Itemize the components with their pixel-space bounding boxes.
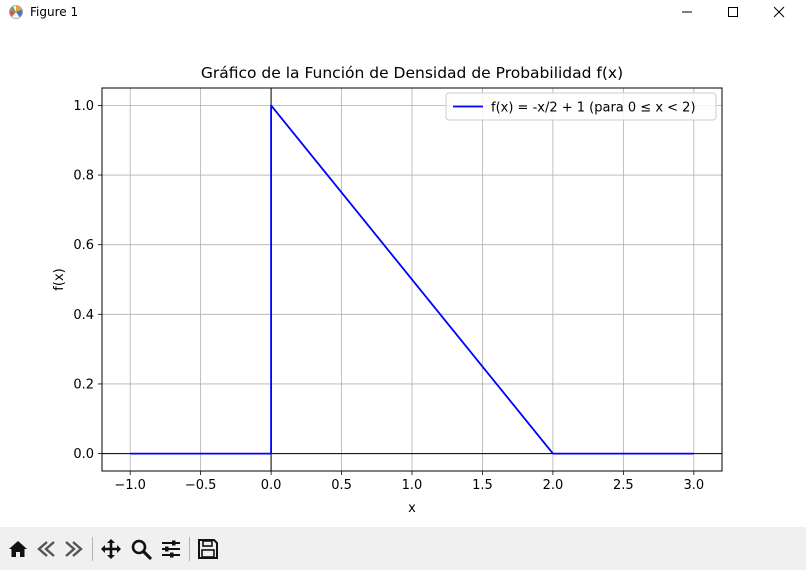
matplotlib-logo-icon bbox=[8, 4, 24, 20]
save-icon bbox=[198, 539, 218, 559]
window-titlebar: Figure 1 bbox=[0, 0, 806, 24]
legend-box bbox=[445, 92, 717, 121]
series-line-0 bbox=[130, 104, 694, 455]
legend-label: f(x) = -x/2 + 1 (para 0 ≤ x < 2) bbox=[491, 101, 696, 116]
minimize-button[interactable] bbox=[664, 0, 710, 24]
toolbar-separator bbox=[92, 537, 93, 561]
chart-title: Gráfico de la Función de Densidad de Pro… bbox=[201, 64, 623, 82]
y-tick-label: 0.6 bbox=[73, 238, 94, 253]
x-tick-label: 3.0 bbox=[683, 478, 704, 493]
close-button[interactable] bbox=[756, 0, 802, 24]
save-button[interactable] bbox=[196, 537, 220, 561]
configure-subplots-button[interactable] bbox=[159, 537, 183, 561]
y-tick-label: 0.0 bbox=[73, 447, 94, 462]
y-tick-label: 0.2 bbox=[73, 377, 94, 392]
y-tick-label: 0.4 bbox=[73, 308, 94, 323]
forward-arrow-icon bbox=[65, 541, 83, 557]
y-axis-label: f(x) bbox=[52, 268, 67, 290]
zoom-button[interactable] bbox=[129, 537, 153, 561]
x-tick-label: 2.0 bbox=[543, 478, 564, 493]
pan-button[interactable] bbox=[99, 537, 123, 561]
x-tick-label: 1.0 bbox=[402, 478, 423, 493]
close-icon bbox=[773, 6, 785, 18]
minimize-icon bbox=[682, 11, 692, 13]
x-tick-label: −1.0 bbox=[114, 478, 146, 493]
home-button[interactable] bbox=[6, 537, 30, 561]
window-title: Figure 1 bbox=[30, 5, 79, 19]
x-axis-label: x bbox=[408, 501, 416, 516]
maximize-button[interactable] bbox=[710, 0, 756, 24]
x-tick-label: 1.5 bbox=[472, 478, 493, 493]
x-tick-label: 0.0 bbox=[261, 478, 282, 493]
back-button[interactable] bbox=[34, 537, 58, 561]
navigation-toolbar bbox=[0, 527, 806, 570]
x-tick-label: 2.5 bbox=[613, 478, 634, 493]
chart-svg: −1.0 −0.5 0.0 0.5 1.0 1.5 2.0 2.5 3.0 0.0 0.2 0.4 0.… bbox=[52, 64, 723, 516]
sliders-icon bbox=[162, 540, 180, 558]
back-arrow-icon bbox=[37, 541, 55, 557]
toolbar-separator bbox=[189, 537, 190, 561]
move-icon bbox=[101, 539, 121, 559]
y-tick-label: 1.0 bbox=[73, 99, 94, 114]
y-tick-label: 0.8 bbox=[73, 169, 94, 184]
x-tick-label: 0.5 bbox=[331, 478, 352, 493]
maximize-icon bbox=[728, 7, 738, 17]
figure-canvas[interactable]: −1.0 −0.5 0.0 0.5 1.0 1.5 2.0 2.5 3.0 0.0 0.2 0.4 0.… bbox=[0, 24, 806, 527]
forward-button[interactable] bbox=[62, 537, 86, 561]
magnifier-icon bbox=[131, 539, 152, 560]
home-icon bbox=[9, 541, 27, 557]
x-tick-label: −0.5 bbox=[185, 478, 217, 493]
